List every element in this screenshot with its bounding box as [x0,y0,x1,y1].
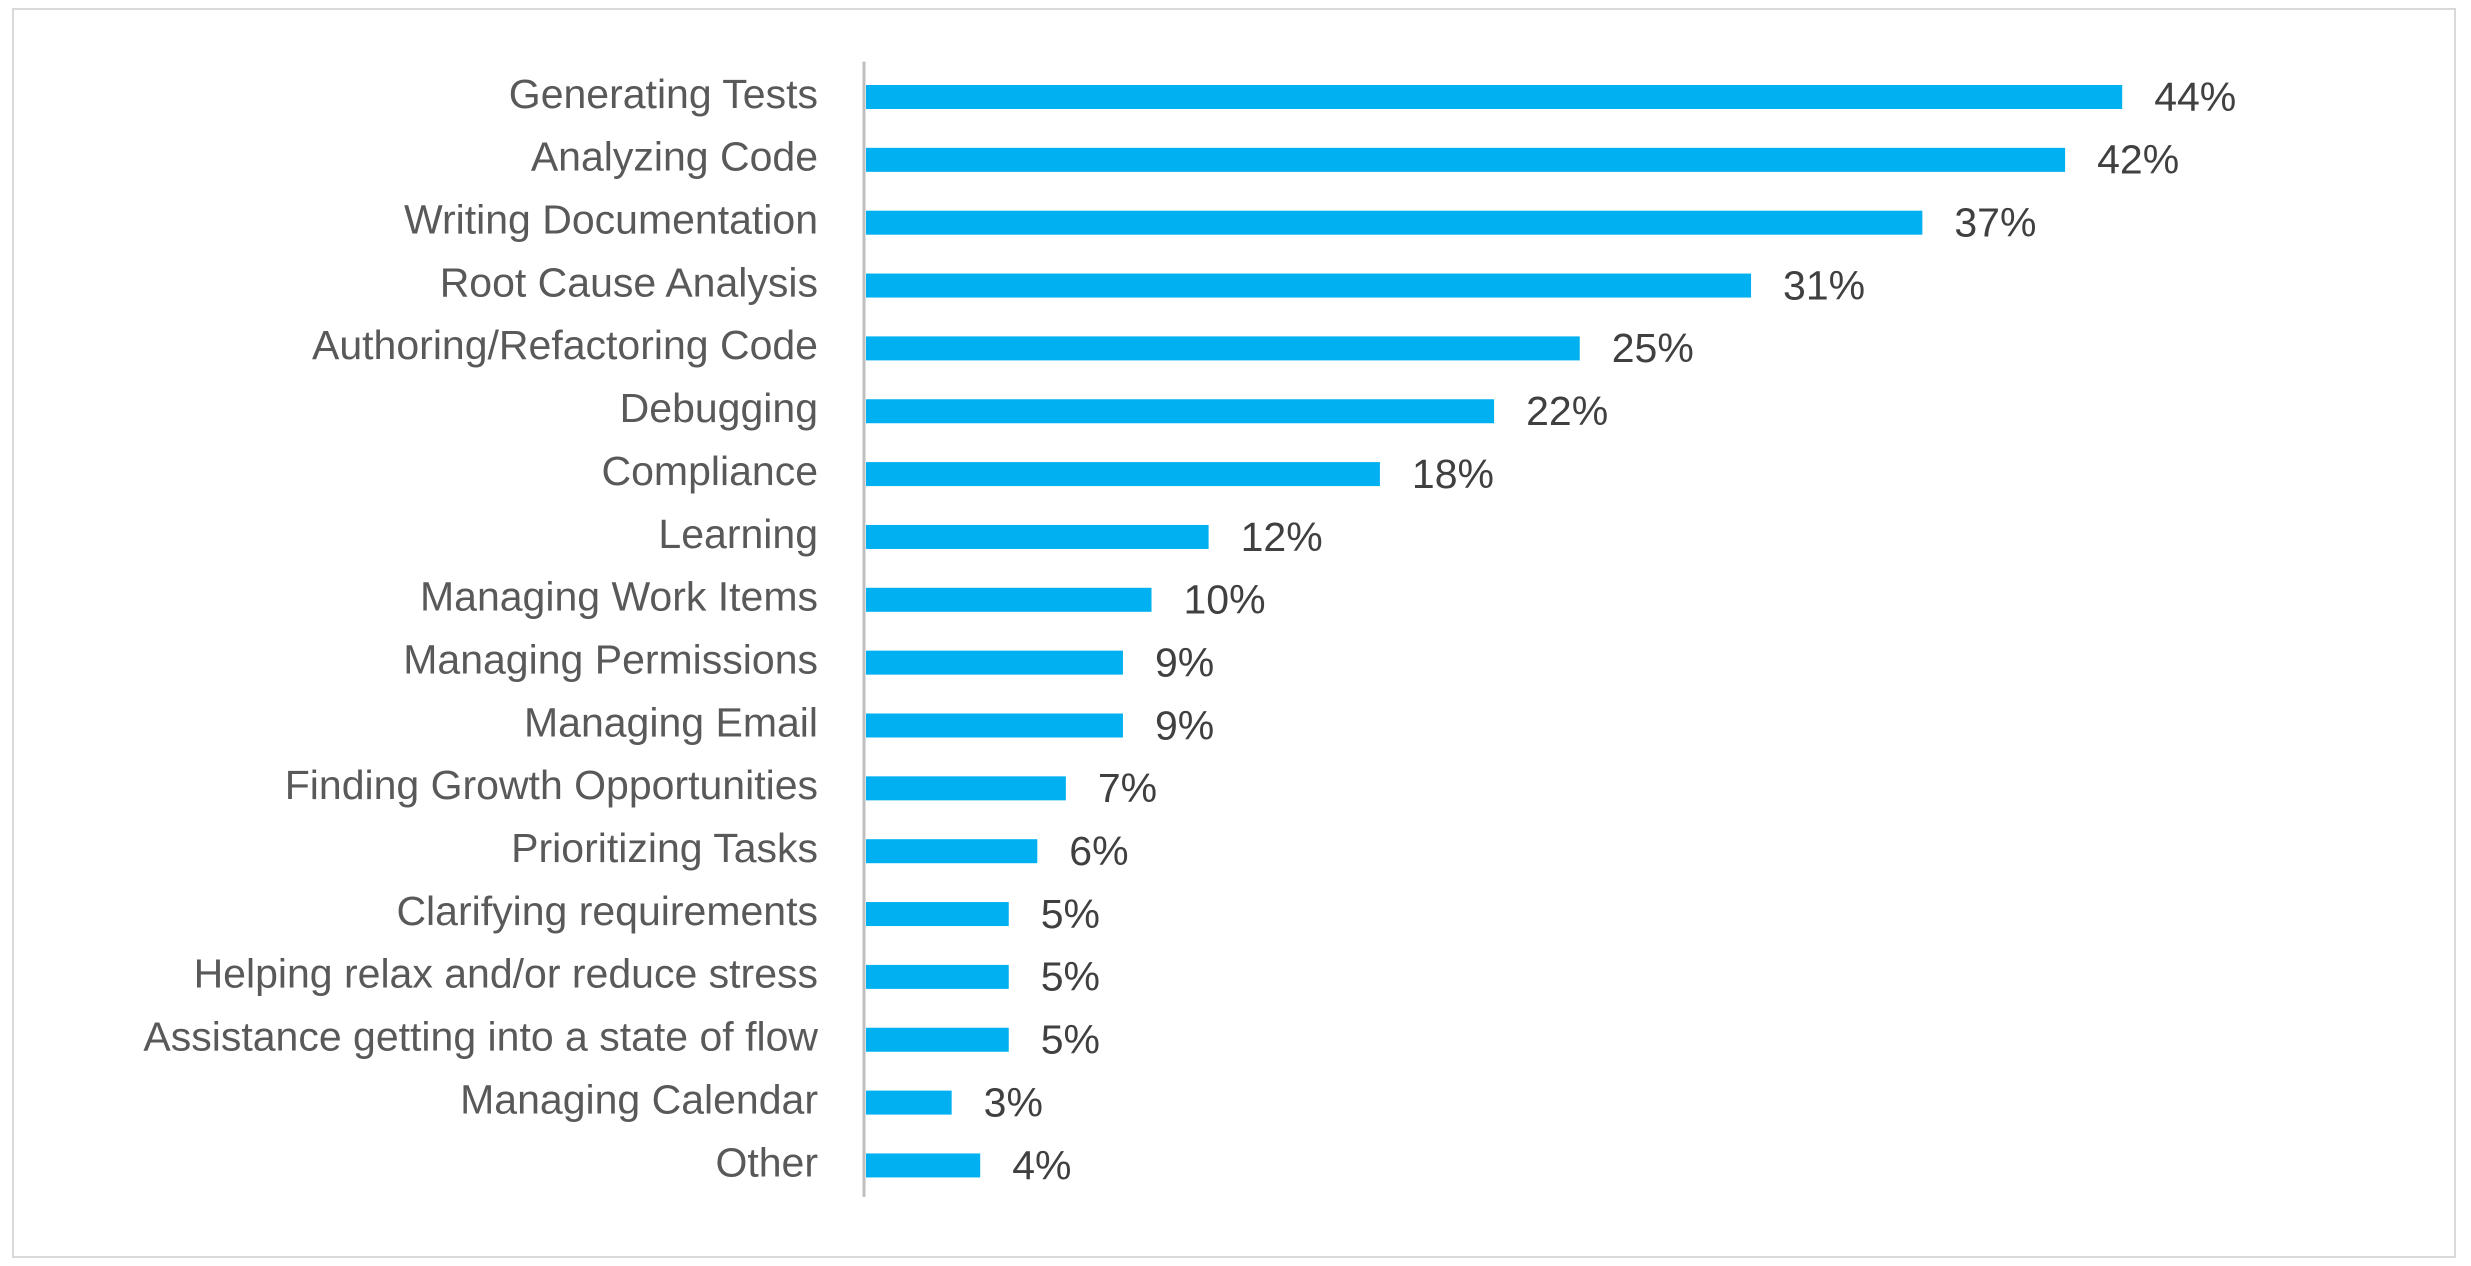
bar [866,1027,1009,1052]
bar [866,210,1923,235]
category-label: Compliance [602,448,819,494]
data-label: 5% [1041,891,1100,937]
data-label: 10% [1184,577,1266,623]
bar [866,462,1380,487]
category-label: Prioritizing Tasks [511,825,818,871]
bar [866,587,1152,612]
data-label: 6% [1069,828,1128,874]
data-label: 3% [984,1079,1043,1125]
bar [866,1090,952,1115]
bar [866,399,1495,424]
bar [866,85,2123,109]
data-label: 25% [1612,325,1694,371]
data-label: 5% [1041,1017,1100,1063]
data-label: 22% [1526,388,1608,434]
category-label: Managing Email [524,699,818,745]
category-label: Managing Calendar [460,1076,818,1122]
bar [866,1153,981,1178]
data-label: 42% [2097,137,2179,183]
bars-group [866,85,2123,1178]
data-label: 31% [1783,262,1865,308]
bar [866,524,1209,549]
data-label: 9% [1155,702,1214,748]
bar [866,964,1009,989]
bar [866,776,1066,801]
bar [866,147,2066,172]
category-label: Helping relax and/or reduce stress [194,951,818,997]
data-label: 7% [1098,765,1157,811]
data-label: 4% [1012,1142,1071,1188]
category-label: Analyzing Code [531,134,818,180]
category-label: Writing Documentation [404,197,818,243]
category-label: Debugging [620,385,818,431]
data-label: 9% [1155,639,1214,685]
bar [866,650,1123,675]
category-label: Clarifying requirements [396,888,818,934]
data-label: 44% [2154,74,2236,120]
data-label: 5% [1041,954,1100,1000]
category-label: Managing Permissions [403,636,818,682]
bar [866,713,1123,738]
value-labels: 44% 42% 37% 31% 25%22% 18% 12% 10% 9% 9% 7% 6% 5% 5% 5… [984,74,2237,1188]
category-label: Finding Growth Opportunities [285,762,818,808]
category-label: Root Cause Analysis [440,259,818,305]
category-label: Authoring/Refactoring Code [312,322,818,368]
data-label: 18% [1412,451,1494,497]
bar [866,273,1752,298]
data-label: 37% [1954,200,2036,246]
category-label: Generating Tests [509,71,818,117]
bar [866,336,1580,361]
category-label: Assistance getting into a state of flow [143,1014,818,1060]
category-label: Learning [658,511,818,557]
bar [866,839,1038,864]
bar [866,902,1009,927]
category-label: Managing Work Items [420,574,818,620]
data-label: 12% [1241,514,1323,560]
category-label: Other [715,1139,818,1185]
category-labels: Generating Tests Analyzing Code Writing Do… [143,71,818,1185]
